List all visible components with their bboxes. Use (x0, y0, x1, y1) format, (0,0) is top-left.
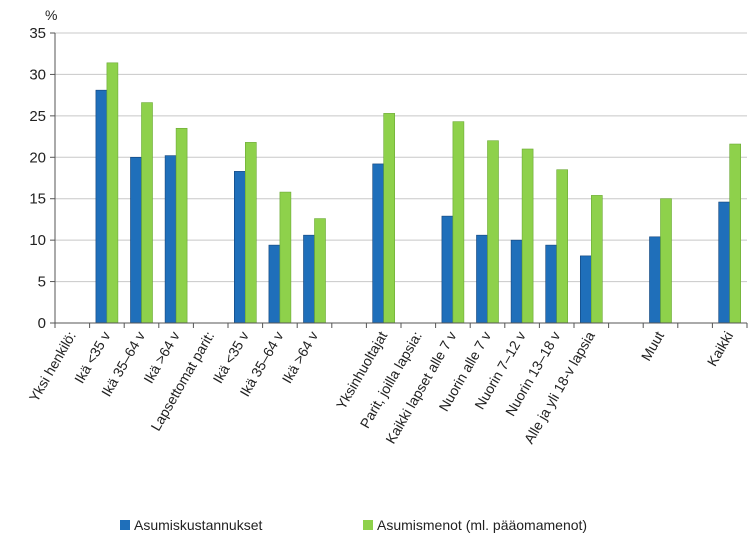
y-tick-label: 10 (29, 232, 46, 249)
x-tick-label: Lapsettomat parit: (147, 329, 217, 434)
y-tick-label: 20 (29, 149, 46, 166)
bar-asumismenot (729, 143, 742, 324)
bar-asumismenot (521, 148, 534, 324)
bars (95, 62, 742, 324)
bar-asumiskustannukset (234, 171, 246, 324)
bar-asumismenot (314, 218, 326, 324)
bar-asumiskustannukset (718, 201, 731, 324)
axes (54, 33, 748, 328)
legend-item-asumiskustannukset: Asumiskustannukset (120, 517, 262, 533)
bar-asumiskustannukset (510, 239, 523, 324)
bar-asumiskustannukset (649, 236, 661, 324)
x-tick-label: Kaikki (704, 329, 737, 369)
y-tick-label: 25 (29, 108, 46, 125)
y-axis-ticks: 0 5 10 15 20 25 30 35 (29, 25, 55, 332)
bar-asumiskustannukset (476, 234, 488, 324)
bar-asumismenot (590, 195, 603, 324)
grid-lines (55, 32, 747, 283)
bar-asumiskustannukset (545, 244, 558, 324)
bar-asumiskustannukset (579, 255, 592, 324)
legend-item-asumismenot: Asumismenot (ml. pääomamenot) (363, 517, 587, 533)
bar-asumiskustannukset (303, 234, 315, 324)
legend: Asumiskustannukset Asumismenot (ml. pääo… (0, 517, 749, 537)
y-tick-label: 15 (29, 191, 46, 208)
y-tick-label: 30 (29, 66, 46, 83)
y-tick-label: 5 (38, 274, 46, 291)
bar-asumismenot (383, 113, 396, 324)
legend-label: Asumismenot (ml. pääomamenot) (377, 517, 588, 533)
x-tick-label: Muut (638, 328, 667, 363)
legend-swatch (363, 520, 373, 530)
bar-asumismenot (245, 142, 257, 324)
bar-asumismenot (175, 127, 188, 324)
bar-asumiskustannukset (164, 155, 177, 324)
bar-asumismenot (106, 62, 119, 324)
bar-asumismenot (141, 102, 153, 324)
bar-asumiskustannukset (441, 215, 454, 324)
bar-asumiskustannukset (130, 156, 142, 324)
bar-asumiskustannukset (95, 89, 108, 324)
legend-swatch (120, 520, 130, 530)
bar-asumismenot (487, 140, 499, 324)
x-tick-label: Yksi henkilö: (26, 329, 79, 405)
legend-label: Asumiskustannukset (134, 517, 263, 533)
bar-asumismenot (452, 121, 465, 324)
bar-asumiskustannukset (268, 244, 281, 324)
bar-asumiskustannukset (372, 163, 385, 324)
y-unit-label: % (45, 7, 57, 23)
bar-asumismenot (279, 191, 292, 324)
y-tick-label: 35 (29, 25, 46, 42)
bar-asumismenot (556, 169, 569, 324)
bar-asumismenot (660, 198, 672, 324)
y-tick-label: 0 (38, 315, 46, 332)
